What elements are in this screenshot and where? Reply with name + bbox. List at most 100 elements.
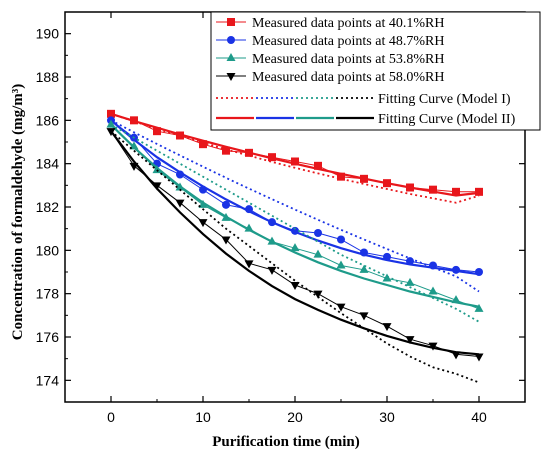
y-tick-label: 178 (36, 286, 60, 302)
data-point (337, 235, 345, 244)
data-point (406, 257, 414, 266)
data-point (383, 252, 391, 261)
data-point (314, 161, 322, 170)
data-point (175, 182, 185, 191)
data-point (336, 303, 346, 312)
data-point (199, 140, 207, 149)
legend-fit-label: Fitting Curve (Model I) (378, 92, 511, 107)
x-tick-label: 30 (379, 409, 395, 425)
data-point (475, 187, 483, 196)
data-point (107, 109, 115, 118)
y-tick-label: 184 (36, 156, 60, 172)
data-point (152, 165, 162, 174)
data-point (382, 273, 392, 282)
y-axis-ticks: 174 176 178 180 182 184 186 188 190 (36, 11, 525, 403)
data-point (383, 179, 391, 188)
legend-label: Measured data points at 40.1%RH (252, 16, 444, 31)
data-point (267, 266, 277, 275)
model-i-curve (110, 112, 480, 204)
data-point (222, 146, 230, 155)
data-point (221, 236, 231, 245)
data-point (313, 290, 323, 299)
data-point (152, 182, 162, 191)
data-point (452, 187, 460, 196)
data-point (175, 199, 185, 208)
data-point (245, 148, 253, 157)
data-point (475, 268, 483, 276)
y-tick-label: 188 (36, 69, 60, 85)
data-point (222, 200, 230, 209)
x-tick-label: 10 (195, 409, 211, 425)
legend-label: Measured data points at 53.8%RH (252, 52, 444, 67)
data-point (314, 229, 322, 237)
data-point (337, 172, 345, 181)
measured-line (110, 124, 480, 310)
data-point (405, 277, 415, 286)
data-point (291, 157, 299, 166)
legend-box (210, 11, 541, 131)
legend-label: Measured data points at 58.0%RH (252, 70, 444, 85)
data-point (290, 282, 300, 290)
model-ii-curve (110, 130, 480, 356)
y-tick-label: 180 (36, 242, 60, 258)
legend-marker (226, 73, 236, 81)
data-point (474, 353, 484, 362)
data-point (359, 264, 369, 273)
data-point (406, 183, 414, 192)
data-point (452, 265, 460, 274)
data-point (153, 127, 161, 136)
model-ii-curve (110, 123, 480, 308)
legend-fit-label: Fitting Curve (Model II) (378, 112, 516, 127)
x-tick-label: 0 (107, 409, 115, 425)
data-point (336, 260, 346, 269)
data-point (130, 116, 138, 125)
data-point (268, 153, 276, 162)
legend: Measured data points at 40.1%RH Measured … (210, 11, 541, 131)
data-point (290, 243, 300, 252)
x-tick-label: 20 (287, 409, 303, 425)
data-point (360, 248, 368, 257)
data-point (428, 286, 438, 295)
model-i-curve (110, 123, 480, 323)
data-point (429, 261, 437, 270)
x-tick-label: 40 (471, 409, 487, 425)
data-point (405, 336, 415, 345)
data-point (474, 303, 484, 312)
x-axis-title: Purification time (min) (212, 434, 359, 450)
data-point (244, 260, 254, 269)
data-point (359, 312, 369, 321)
data-point (221, 212, 231, 221)
series-1 (107, 109, 483, 204)
data-point (176, 170, 184, 179)
legend-marker (227, 18, 235, 26)
data-point (244, 223, 254, 232)
data-point (106, 119, 116, 128)
data-point (245, 205, 253, 214)
data-point (176, 131, 184, 140)
legend-label: Measured data points at 48.7%RH (252, 34, 444, 49)
y-tick-label: 190 (36, 26, 60, 42)
data-point (198, 199, 208, 208)
data-point (360, 174, 368, 183)
data-point (382, 323, 392, 332)
y-tick-label: 176 (36, 329, 60, 345)
y-tick-label: 186 (36, 112, 60, 128)
data-point (313, 249, 323, 258)
series-layer (106, 109, 484, 384)
data-point (129, 141, 139, 150)
data-point (129, 162, 139, 171)
series-2 (107, 116, 483, 293)
legend-marker (227, 36, 235, 44)
data-point (199, 185, 207, 194)
data-point (106, 128, 116, 137)
legend-marker (226, 53, 236, 61)
model-i-curve (110, 130, 480, 384)
series-3 (106, 119, 484, 323)
data-point (291, 226, 299, 235)
data-point (428, 342, 438, 351)
data-point (198, 219, 208, 228)
data-point (268, 218, 276, 227)
y-tick-label: 174 (36, 372, 60, 388)
y-tick-label: 182 (36, 199, 60, 215)
